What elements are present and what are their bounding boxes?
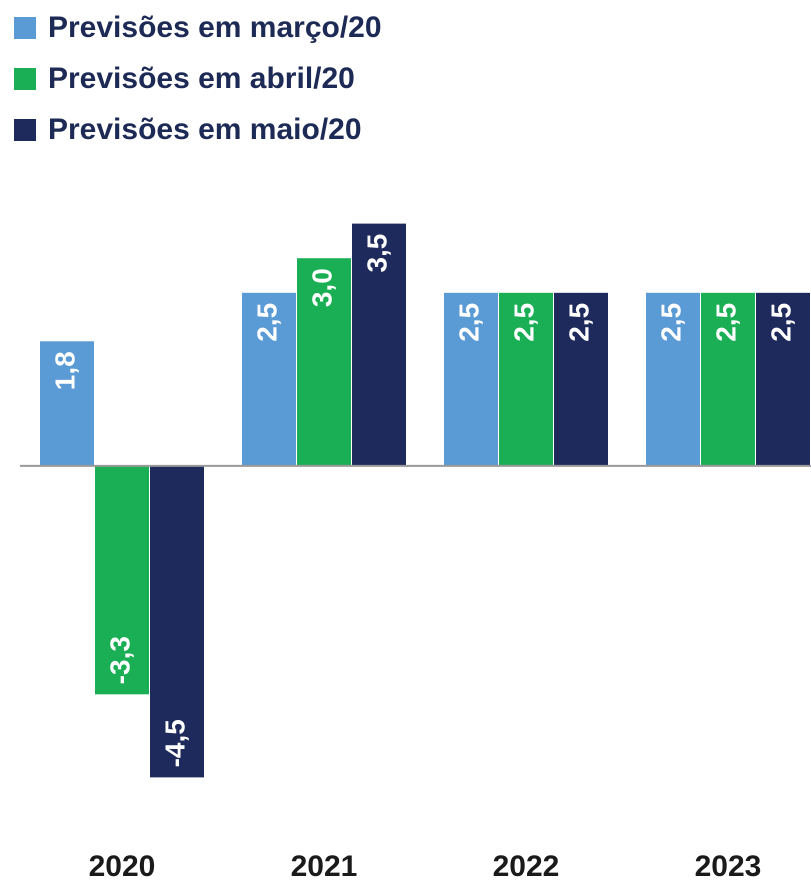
bar (499, 292, 553, 466)
x-tick-label: 2022 (493, 850, 560, 883)
bar (150, 465, 204, 778)
value-label: 2,5 (655, 303, 686, 342)
value-label: 3,5 (361, 234, 392, 273)
bar (756, 292, 810, 466)
bar (701, 292, 755, 466)
legend-label: Previsões em abril/20 (48, 62, 355, 95)
value-label: 2,5 (765, 303, 796, 342)
value-label: 2,5 (251, 303, 282, 342)
bar (297, 258, 351, 466)
bar (554, 292, 608, 466)
legend-swatch (14, 68, 36, 90)
bar (40, 341, 94, 466)
value-label: -3,3 (104, 636, 135, 684)
value-label: 2,5 (508, 303, 539, 342)
legend-swatch (14, 119, 36, 141)
bar (646, 292, 700, 466)
bar (95, 465, 149, 695)
value-label: 1,8 (49, 351, 80, 390)
x-tick-label: 2023 (695, 850, 762, 883)
bar (352, 223, 406, 466)
x-tick-label: 2020 (89, 850, 156, 883)
legend-label: Previsões em março/20 (48, 11, 382, 44)
value-label: 2,5 (453, 303, 484, 342)
value-label: -4,5 (159, 719, 190, 767)
x-tick-label: 2021 (291, 850, 358, 883)
value-label: 2,5 (563, 303, 594, 342)
bar (444, 292, 498, 466)
value-label: 3,0 (306, 268, 337, 307)
bar (242, 292, 296, 466)
value-label: 2,5 (710, 303, 741, 342)
legend-swatch (14, 17, 36, 39)
legend-label: Previsões em maio/20 (48, 113, 362, 146)
